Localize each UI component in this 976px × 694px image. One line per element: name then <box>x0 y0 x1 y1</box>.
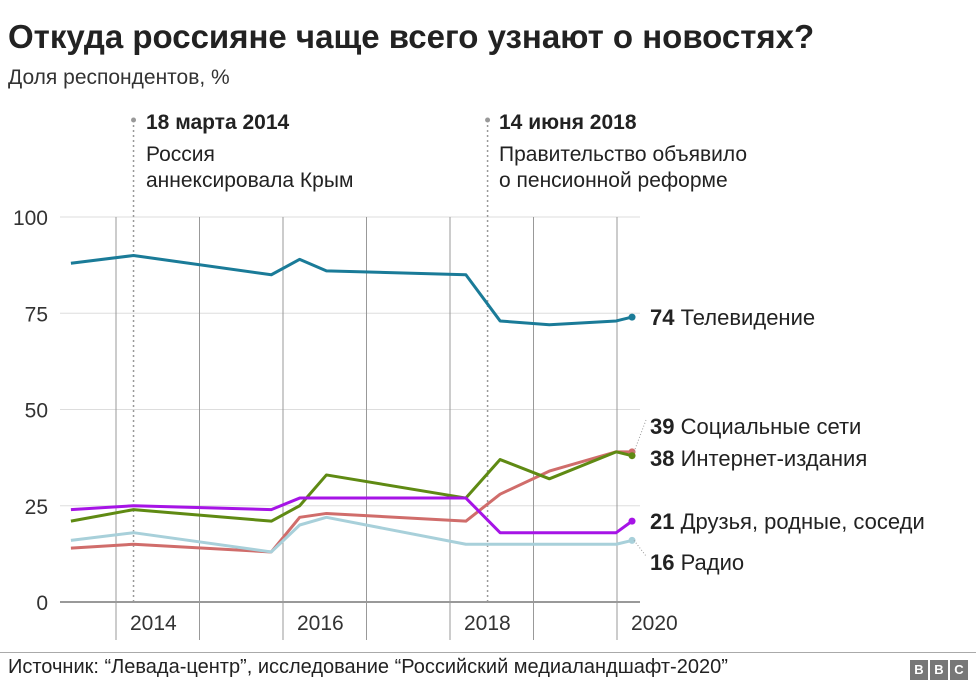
x-tick-label: 2018 <box>464 612 511 635</box>
series-label: 21 Друзья, родные, соседи <box>650 509 925 534</box>
bbc-logo-letter: B <box>930 660 948 680</box>
series-final-value: 38 <box>650 446 681 471</box>
bbc-logo-letter: C <box>950 660 968 680</box>
annotation-text-pension: Правительство объявило о пенсионной рефо… <box>499 143 748 192</box>
series-line <box>70 450 633 554</box>
y-tick-label: 0 <box>36 592 48 615</box>
series-end-point <box>628 452 636 460</box>
series-line <box>70 450 633 523</box>
y-tick-label: 25 <box>25 496 48 519</box>
series-name: Интернет-издания <box>681 446 868 471</box>
source-note: Источник: “Левада-центр”, исследование “… <box>8 656 728 678</box>
series-final-value: 21 <box>650 509 681 534</box>
series-name: Друзья, родные, соседи <box>681 509 925 534</box>
y-tick-label: 100 <box>13 207 48 230</box>
footer-divider <box>0 652 976 653</box>
series-end-point <box>628 517 636 525</box>
annotation-dot <box>485 117 491 123</box>
line-chart: 0 25 50 75 100 2014 2016 2018 2020 74 Телевидение… <box>13 117 925 640</box>
series-final-value: 74 <box>650 305 681 330</box>
x-tick-label: 2016 <box>297 612 344 635</box>
series-label: 16 Радио <box>650 550 744 575</box>
series-name: Телевидение <box>681 305 816 330</box>
x-tick-label: 2014 <box>130 612 177 635</box>
annotation-date-crimea: 18 марта 2014 <box>146 111 290 134</box>
chart-subtitle: Доля респондентов, % <box>8 66 230 89</box>
label-leader-line <box>633 419 647 453</box>
series-line <box>70 496 633 535</box>
series-name: Радио <box>681 550 745 575</box>
y-tick-label: 50 <box>25 400 48 423</box>
series-end-point <box>628 313 636 321</box>
series-line <box>70 515 633 554</box>
series-final-value: 16 <box>650 550 681 575</box>
series-line <box>70 254 633 327</box>
label-leader-line <box>633 540 647 557</box>
annotation-dot <box>131 117 137 123</box>
annotation-text-crimea: Россия аннексировала Крым <box>146 143 354 192</box>
series-final-value: 39 <box>650 414 681 439</box>
annotation-date-pension: 14 июня 2018 <box>499 111 637 134</box>
series-label: 39 Социальные сети <box>650 414 861 439</box>
series-label: 74 Телевидение <box>650 305 815 330</box>
x-tick-label: 2020 <box>631 612 678 635</box>
bbc-logo-letter: B <box>910 660 928 680</box>
series-name: Социальные сети <box>681 414 862 439</box>
y-tick-label: 75 <box>25 303 48 326</box>
series-label: 38 Интернет-издания <box>650 446 867 471</box>
chart-title: Откуда россияне чаще всего узнают о ново… <box>8 18 815 55</box>
series-end-point <box>628 536 636 544</box>
